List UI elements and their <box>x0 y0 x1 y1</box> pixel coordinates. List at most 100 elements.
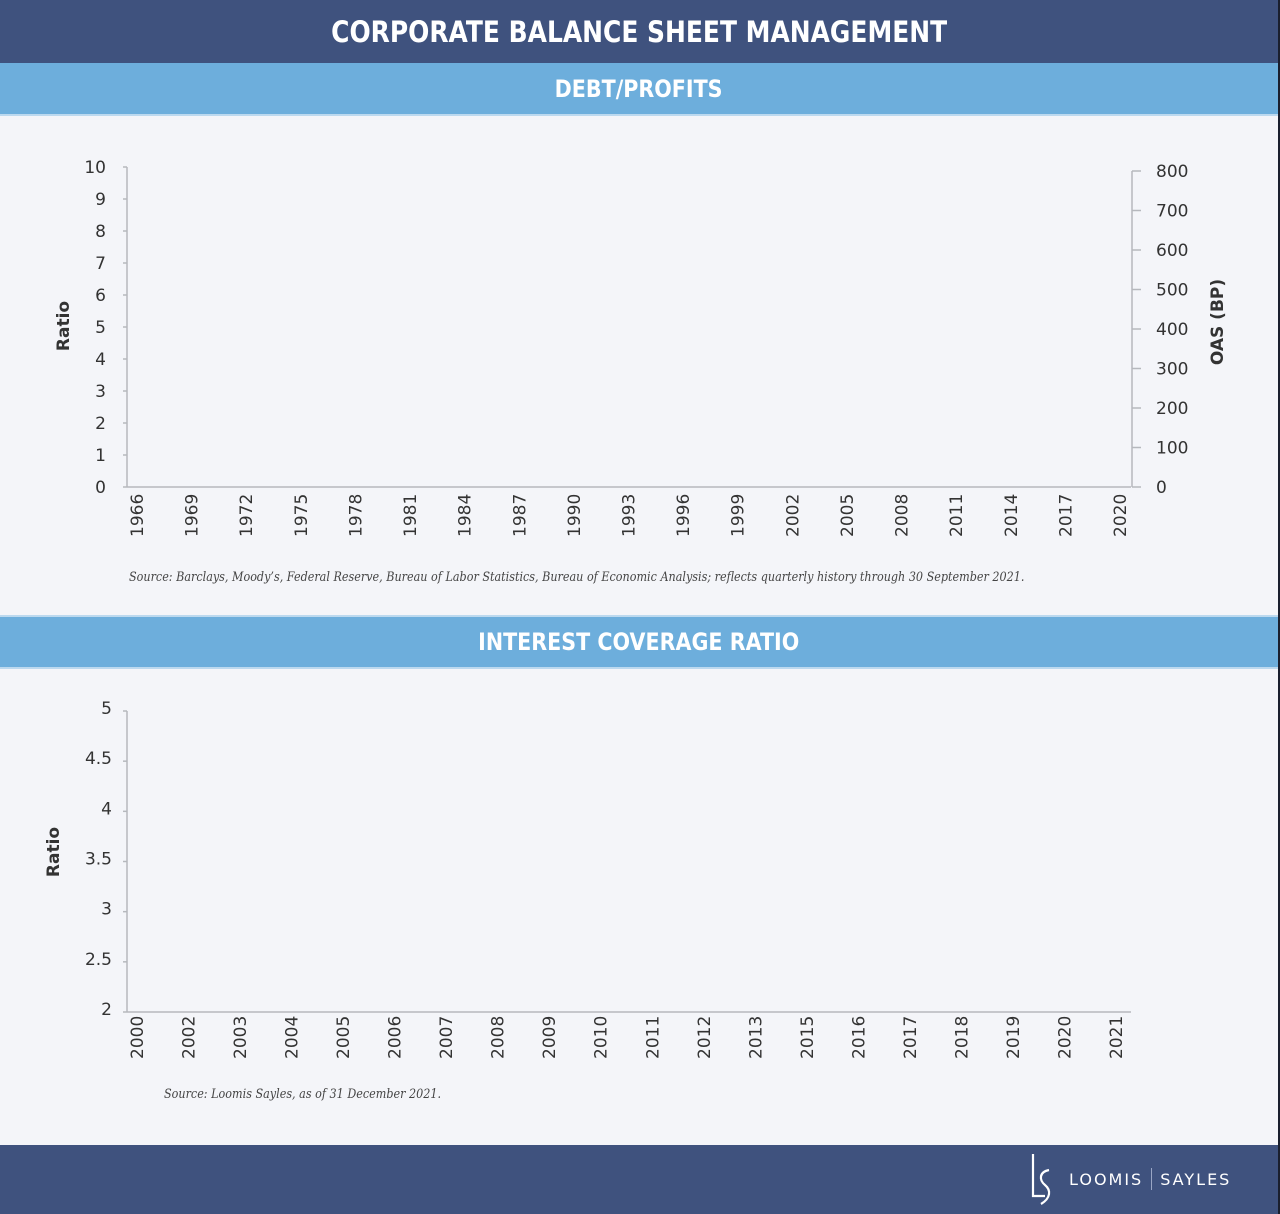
y-tick: 5 <box>101 699 127 719</box>
x-tick-label: 1975 <box>292 494 312 537</box>
svg-text:700: 700 <box>1156 202 1188 222</box>
y2-axis-title: OAS (BP) <box>1208 279 1228 365</box>
x-tick-label: 2020 <box>1055 1016 1075 1059</box>
y-tick: 3 <box>101 900 127 920</box>
y-tick: 7 <box>95 254 127 274</box>
x-tick-label: 2020 <box>1111 494 1131 537</box>
loomis-sayles-logo: LOOMIS SAYLES <box>1025 1152 1231 1206</box>
page-title: CORPORATE BALANCE SHEET MANAGEMENT <box>330 14 948 49</box>
x-tick-label: 2012 <box>695 1016 715 1059</box>
y2-tick: 100 <box>1132 439 1188 459</box>
x-tick-label: 2016 <box>849 1016 869 1059</box>
svg-text:800: 800 <box>1156 162 1188 182</box>
x-tick-label: 2006 <box>386 1016 406 1059</box>
y2-tick: 700 <box>1132 202 1188 222</box>
y2-tick: 500 <box>1132 281 1188 301</box>
x-tick-label: 2021 <box>1107 1016 1127 1059</box>
x-tick-label: 2010 <box>592 1016 612 1059</box>
y-tick: 9 <box>95 190 127 210</box>
x-tick-label: 1999 <box>729 494 749 537</box>
y-tick: 3 <box>95 382 127 402</box>
svg-text:300: 300 <box>1156 360 1188 380</box>
x-tick-label: 1981 <box>401 494 421 537</box>
y-tick: 5 <box>95 318 127 338</box>
source-note: Source: Loomis Sayles, as of 31 December… <box>164 1087 442 1102</box>
x-tick-label: 2019 <box>1004 1016 1024 1059</box>
x-tick-label: 2009 <box>540 1016 560 1059</box>
svg-text:100: 100 <box>1156 439 1188 459</box>
debt-profits-chart: 0 1 2 3 4 5 6 7 8 9 10 0 100 200 300 400 500 600 700 800 196… <box>0 116 1278 556</box>
brand-left: LOOMIS <box>1069 1169 1144 1189</box>
x-tick-label: 2002 <box>783 494 803 537</box>
y2-tick: 300 <box>1132 360 1188 380</box>
x-tick-label: 2002 <box>180 1016 200 1059</box>
svg-text:8: 8 <box>95 222 106 242</box>
section-header-debt-profits: DEBT/PROFITS <box>0 63 1278 116</box>
x-tick-label: 1984 <box>456 494 476 537</box>
y-tick: 8 <box>95 222 127 242</box>
y2-tick: 200 <box>1132 399 1188 419</box>
y-tick: 4 <box>95 350 127 370</box>
window-edge <box>1278 0 1280 1214</box>
svg-text:5: 5 <box>95 318 106 338</box>
svg-text:0: 0 <box>1156 478 1167 498</box>
y-tick: 0 <box>95 478 127 498</box>
svg-text:1: 1 <box>95 446 106 466</box>
svg-text:9: 9 <box>95 190 106 210</box>
svg-text:0: 0 <box>95 478 106 498</box>
source-note: Source: Barclays, Moody’s, Federal Reser… <box>129 570 1025 585</box>
x-tick-label: 2004 <box>283 1016 303 1059</box>
debt-profits-plot: 0123456789100100200300400500600700800196… <box>54 158 1228 537</box>
svg-text:4.5: 4.5 <box>85 749 112 769</box>
x-tick-label: 2005 <box>838 494 858 537</box>
x-tick-label: 2005 <box>334 1016 354 1059</box>
y-tick: 2 <box>101 1000 127 1020</box>
y-tick: 2.5 <box>85 950 127 970</box>
y-tick: 10 <box>84 158 127 178</box>
ls-monogram-icon <box>1031 1154 1051 1205</box>
brand-right: SAYLES <box>1160 1169 1232 1189</box>
interest-coverage-chart: 2 2.5 3 3.5 4 4.5 5 2000 2002 2003 2004 2005 2006 200… <box>0 669 1278 1069</box>
svg-text:400: 400 <box>1156 320 1188 340</box>
x-tick-label: 1972 <box>237 494 257 537</box>
y-tick: 2 <box>95 414 127 434</box>
x-tick-label: 1987 <box>510 494 530 537</box>
x-tick-label: 1966 <box>128 494 148 537</box>
section-title: INTEREST COVERAGE RATIO <box>478 628 800 656</box>
svg-text:7: 7 <box>95 254 106 274</box>
x-tick-label: 2008 <box>489 1016 509 1059</box>
interest-coverage-plot: 2 2.5 3 3.5 4 4.5 5 2000 2002 2003 2004 2005 2006 200… <box>44 699 1131 1059</box>
svg-text:2: 2 <box>101 1000 112 1020</box>
svg-text:2: 2 <box>95 414 106 434</box>
x-tick-label: 2011 <box>947 494 967 537</box>
y2-tick: 400 <box>1132 320 1188 340</box>
section-title: DEBT/PROFITS <box>555 74 723 103</box>
x-tick-label: 2014 <box>1002 494 1022 537</box>
x-tick-label: 2017 <box>901 1016 921 1059</box>
x-tick-label: 2011 <box>643 1016 663 1059</box>
footer <box>0 1145 1278 1214</box>
x-tick-label: 2008 <box>893 494 913 537</box>
svg-text:10: 10 <box>84 158 106 178</box>
top-banner: CORPORATE BALANCE SHEET MANAGEMENT <box>0 0 1278 63</box>
y-tick: 3.5 <box>85 850 127 870</box>
y-tick: 4.5 <box>85 749 127 769</box>
x-tick-label: 2013 <box>746 1016 766 1059</box>
x-tick-label: 1990 <box>565 494 585 537</box>
x-tick-label: 1996 <box>674 494 694 537</box>
y2-tick: 600 <box>1132 241 1188 261</box>
svg-text:200: 200 <box>1156 399 1188 419</box>
y-tick: 4 <box>101 799 127 819</box>
svg-text:3: 3 <box>95 382 106 402</box>
x-tick-label: 2000 <box>128 1016 148 1059</box>
svg-text:4: 4 <box>95 350 106 370</box>
x-tick-label: 2007 <box>437 1016 457 1059</box>
x-tick-label: 2018 <box>952 1016 972 1059</box>
y-axis-title: Ratio <box>54 301 74 351</box>
section-header-interest-coverage: INTEREST COVERAGE RATIO <box>0 615 1278 669</box>
svg-text:3.5: 3.5 <box>85 850 112 870</box>
x-tick-label: 2015 <box>798 1016 818 1059</box>
x-tick-label: 1969 <box>183 494 203 537</box>
svg-text:5: 5 <box>101 699 112 719</box>
x-tick-label: 2017 <box>1056 494 1076 537</box>
